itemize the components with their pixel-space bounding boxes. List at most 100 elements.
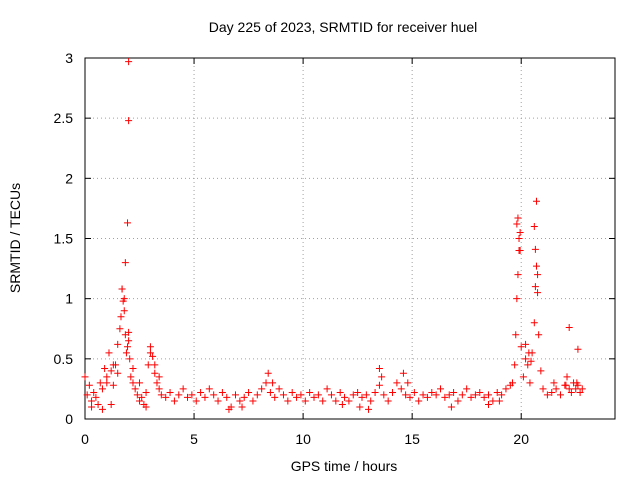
data-point: [378, 373, 386, 381]
data-point: [534, 271, 542, 279]
data-point: [375, 381, 383, 389]
data-points: [81, 58, 586, 413]
data-point: [531, 245, 539, 253]
data-point: [118, 285, 126, 293]
grid: [85, 58, 615, 419]
data-point: [543, 391, 551, 399]
data-point: [88, 403, 96, 411]
data-point: [133, 391, 141, 399]
x-tick-label: 5: [190, 431, 198, 447]
data-point: [512, 331, 520, 339]
data-point: [201, 393, 209, 401]
data-point: [88, 397, 96, 405]
data-point: [103, 373, 111, 381]
data-point: [410, 389, 418, 397]
chart-title: Day 225 of 2023, SRMTID for receiver hue…: [209, 19, 477, 35]
data-point: [138, 393, 146, 401]
data-point: [155, 385, 163, 393]
data-point: [432, 391, 440, 399]
data-point: [105, 349, 113, 357]
data-point: [293, 393, 301, 401]
data-point: [380, 391, 388, 399]
data-point: [125, 328, 133, 336]
data-point: [197, 389, 205, 397]
data-point: [493, 389, 501, 397]
y-tick-label: 2.5: [54, 110, 74, 126]
data-point: [445, 391, 453, 399]
data-point: [264, 369, 272, 377]
data-point: [531, 283, 539, 291]
data-point: [98, 405, 106, 413]
data-point: [218, 389, 226, 397]
data-point: [236, 397, 244, 405]
data-point: [107, 401, 115, 409]
data-point: [513, 220, 521, 228]
data-point: [550, 379, 558, 387]
data-point: [511, 361, 519, 369]
data-point: [534, 289, 542, 297]
data-point: [530, 222, 538, 230]
data-point: [467, 393, 475, 401]
data-point: [508, 379, 516, 387]
data-point: [358, 393, 366, 401]
data-point: [489, 397, 497, 405]
data-point: [85, 381, 93, 389]
data-point: [524, 361, 532, 369]
data-point: [437, 385, 445, 393]
data-point: [332, 397, 340, 405]
data-point: [151, 369, 159, 377]
y-tick-label: 0.5: [54, 351, 74, 367]
data-point: [83, 391, 91, 399]
data-point: [151, 361, 159, 369]
data-point: [527, 357, 535, 365]
data-point: [397, 385, 405, 393]
data-point: [126, 355, 134, 363]
data-point: [319, 397, 327, 405]
data-point: [205, 385, 213, 393]
data-point: [155, 373, 163, 381]
data-point: [94, 401, 102, 409]
data-point: [223, 393, 231, 401]
data-point: [556, 391, 564, 399]
data-point: [522, 355, 530, 363]
data-point: [179, 385, 187, 393]
data-point: [574, 345, 582, 353]
data-point: [573, 379, 581, 387]
data-point: [103, 379, 111, 387]
data-point: [231, 391, 239, 399]
data-point: [458, 391, 466, 399]
data-point: [127, 373, 135, 381]
data-point: [144, 361, 152, 369]
x-axis-label: GPS time / hours: [291, 458, 398, 474]
data-point: [406, 393, 414, 401]
data-point: [210, 391, 218, 399]
y-tick-label: 1.5: [54, 231, 74, 247]
data-point: [240, 393, 248, 401]
data-point: [114, 340, 122, 348]
data-point: [266, 389, 274, 397]
data-point: [116, 325, 124, 333]
data-point: [362, 391, 370, 399]
data-point: [101, 364, 109, 372]
data-point: [423, 393, 431, 401]
data-point: [301, 397, 309, 405]
data-point: [288, 389, 296, 397]
data-point: [90, 389, 98, 397]
data-point: [476, 389, 484, 397]
data-point: [399, 369, 407, 377]
data-point: [495, 397, 503, 405]
data-point: [271, 393, 279, 401]
data-point: [107, 367, 115, 375]
data-point: [516, 228, 524, 236]
data-point: [349, 391, 357, 399]
data-point: [567, 389, 575, 397]
y-tick-label: 3: [65, 50, 73, 66]
data-point: [519, 373, 527, 381]
data-point: [310, 393, 318, 401]
data-point: [125, 337, 133, 345]
data-point: [162, 393, 170, 401]
data-point: [279, 391, 287, 399]
data-point: [389, 389, 397, 397]
data-point: [441, 393, 449, 401]
